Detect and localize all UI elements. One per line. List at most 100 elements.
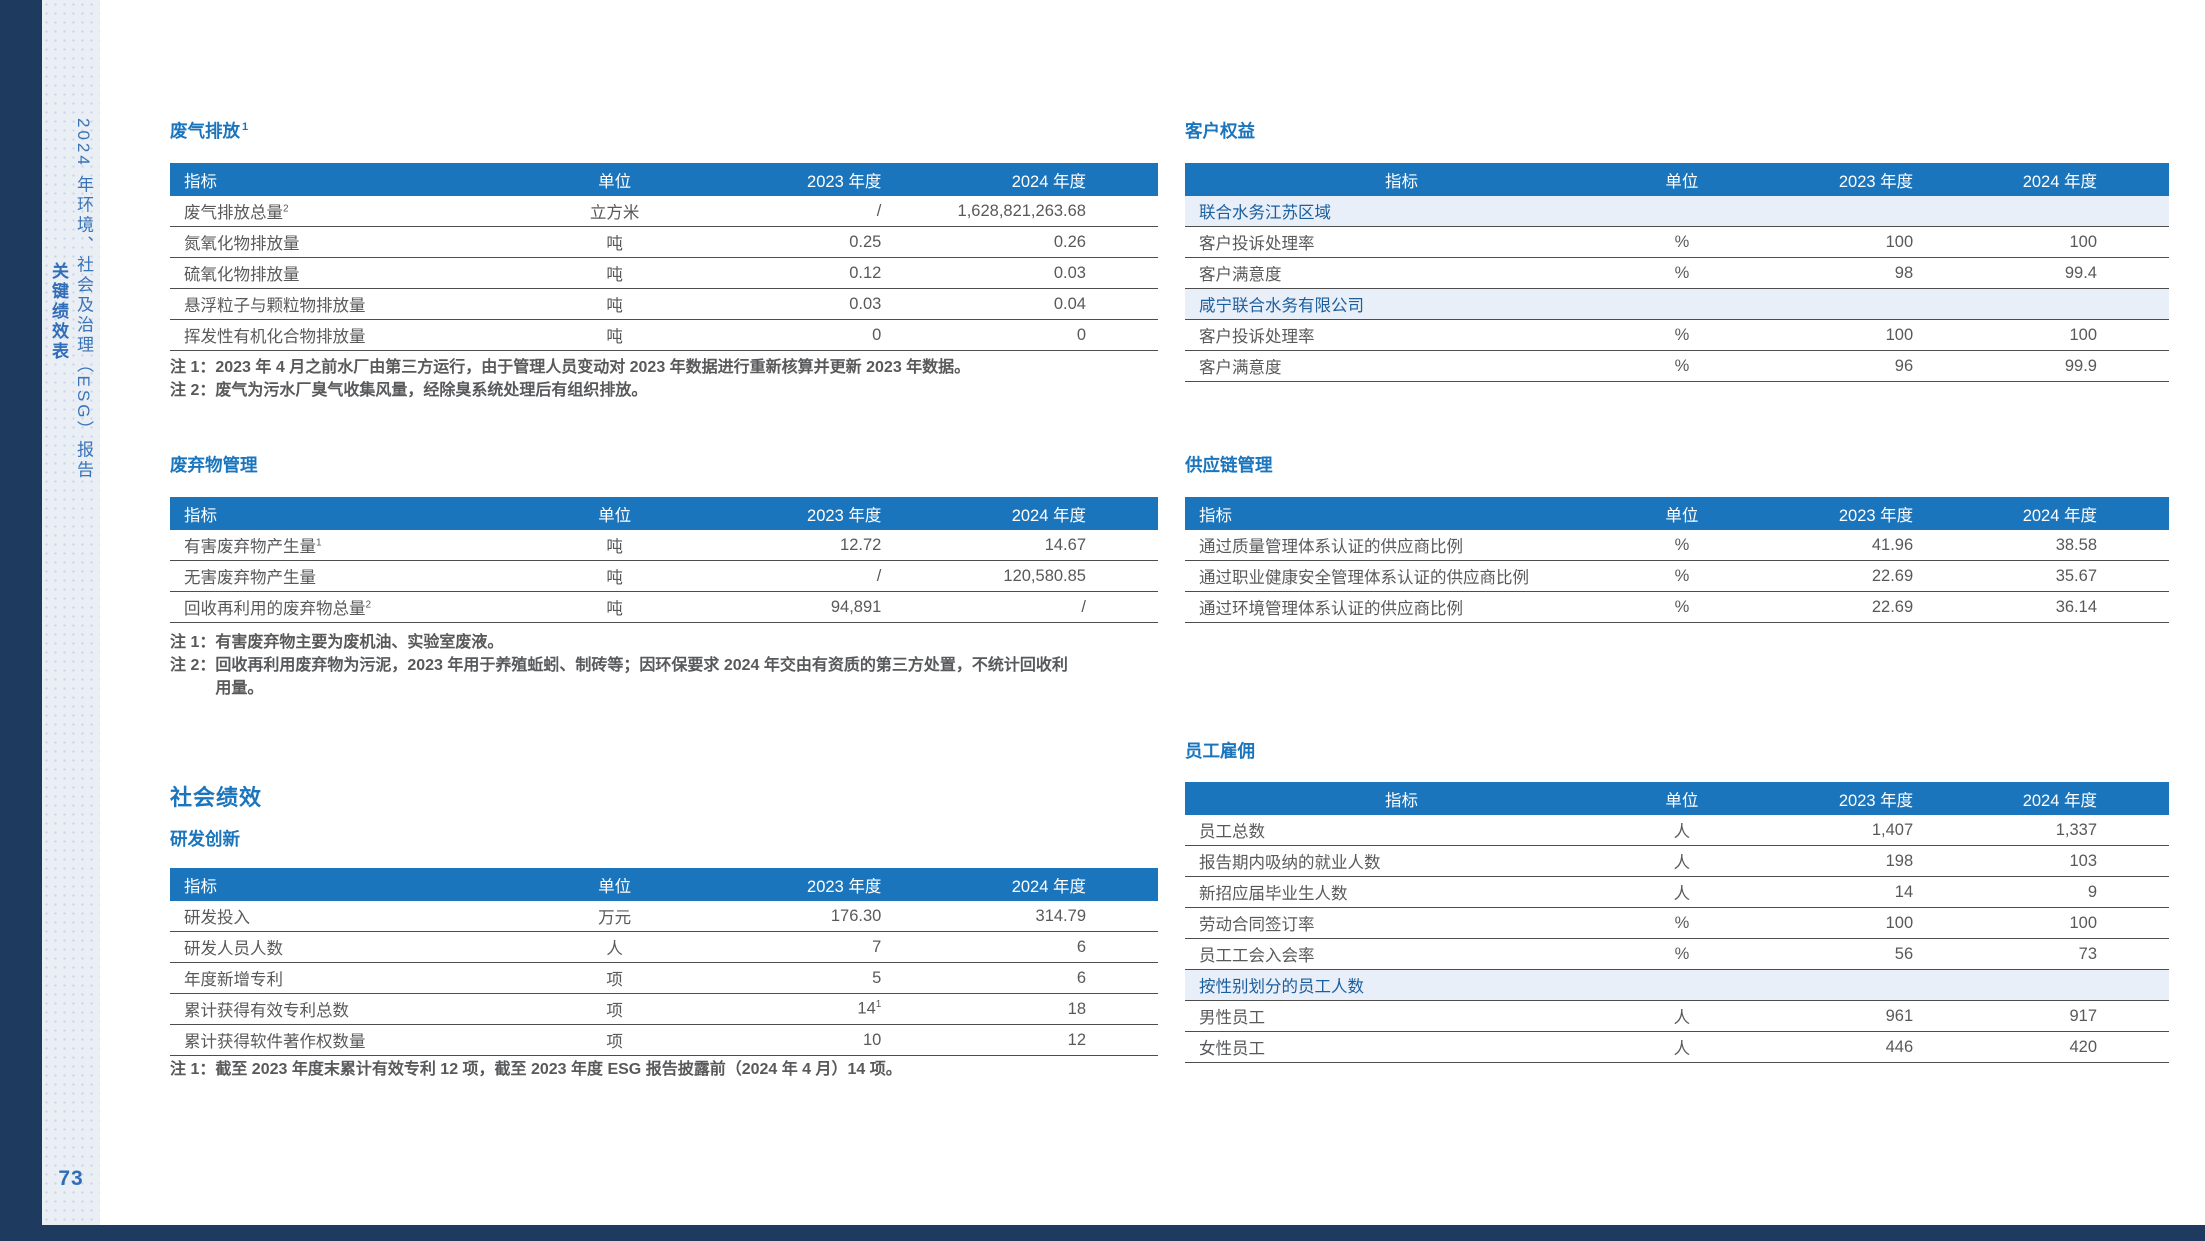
indicator-label: 挥发性有机化合物排放量 bbox=[184, 328, 366, 346]
column-header-unit: 单位 bbox=[545, 497, 684, 530]
note-label: 注 1： bbox=[170, 359, 216, 376]
column-header-unit: 单位 bbox=[545, 163, 684, 196]
value-2023: 5 bbox=[872, 968, 882, 987]
table-row: 客户满意度% 96 99.9 bbox=[1185, 350, 2169, 382]
note-label: 注 1： bbox=[170, 634, 216, 651]
value-2024-cell: 0.04 bbox=[881, 288, 1158, 320]
bottom-edge-bar bbox=[0, 1225, 2205, 1241]
unit-cell: 吨 bbox=[545, 257, 684, 289]
value-2024-cell: 38.58 bbox=[1913, 530, 2169, 561]
unit-cell: % bbox=[1617, 350, 1746, 382]
value-2023: 7 bbox=[872, 937, 882, 956]
column-header-unit: 单位 bbox=[1617, 163, 1746, 196]
indicator-label: 通过职业健康安全管理体系认证的供应商比例 bbox=[1199, 569, 1529, 587]
column-header-y2023: 2023 年度 bbox=[1745, 782, 1914, 815]
customer-table: 指标 单位 2023 年度 2024 年度 联合水务江苏区域 客户投诉处理率% 100 100… bbox=[1185, 163, 2169, 382]
column-header-y2023: 2023 年度 bbox=[683, 868, 882, 901]
social-performance-heading: 社会绩效 bbox=[170, 785, 263, 810]
value-2023: 56 bbox=[1894, 944, 1914, 963]
value-2023-cell: 5 bbox=[683, 962, 882, 994]
value-2023: 198 bbox=[1885, 851, 1914, 870]
unit-cell: 人 bbox=[1617, 1000, 1746, 1032]
value-2024-cell: 1,337 bbox=[1913, 815, 2169, 846]
unit-cell: 吨 bbox=[545, 530, 684, 561]
content-column-right: 客户权益 指标 单位 2023 年度 2024 年度 联合水务江苏区域 客户投诉处理率% 1… bbox=[1185, 0, 2169, 1241]
note: 注 2： 废气为污水厂臭气收集风量，经除臭系统处理后有组织排放。 bbox=[170, 379, 1075, 402]
value-2023-cell: 1,407 bbox=[1745, 815, 1914, 846]
indicator-label: 硫氧化物排放量 bbox=[184, 266, 300, 284]
value-2024-cell: 73 bbox=[1913, 938, 2169, 970]
indicator-label: 研发人员人数 bbox=[184, 940, 283, 958]
value-2023-cell: 961 bbox=[1745, 1000, 1914, 1032]
table-row: 悬浮粒子与颗粒物排放量 吨 0.03 0.04 bbox=[170, 288, 1158, 320]
waste-mgmt-table-wrap: 指标 单位 2023 年度 2024 年度 有害废弃物产生量1 吨 12.72 14.67 无害… bbox=[170, 497, 1158, 623]
table-row: 研发投入 万元 176.30 314.79 bbox=[170, 901, 1158, 932]
waste-gas-table-title: 废气排放 1 bbox=[170, 118, 1158, 143]
table-header-row: 指标 单位 2023 年度 2024 年度 bbox=[170, 497, 1158, 530]
employment-table: 指标 单位 2023 年度 2024 年度 员工总数人 1,407 1,337 报告期内吸纳的… bbox=[1185, 782, 2169, 1063]
column-header-indicator: 指标 bbox=[170, 163, 546, 196]
unit-cell: % bbox=[1617, 257, 1746, 289]
value-2023: / bbox=[876, 201, 882, 220]
waste-gas-title-text: 废气排放 bbox=[170, 121, 240, 141]
note-text: 回收再利用废弃物为污泥，2023 年用于养殖蚯蚓、制砖等；因环保要求 2024 … bbox=[215, 657, 1068, 698]
indicator-cell: 通过质量管理体系认证的供应商比例 bbox=[1185, 530, 1618, 561]
value-2024-cell: 6 bbox=[881, 962, 1158, 994]
value-2024-cell: 35.67 bbox=[1913, 560, 2169, 592]
indicator-label: 研发投入 bbox=[184, 909, 250, 927]
value-2024-cell: 420 bbox=[1913, 1031, 2169, 1063]
value-2023-cell: 12.72 bbox=[683, 530, 882, 561]
value-2023: 0 bbox=[872, 325, 882, 344]
column-header-unit: 单位 bbox=[1617, 497, 1746, 530]
value-2023-cell: / bbox=[683, 196, 882, 227]
indicator-label: 累计获得有效专利总数 bbox=[184, 1002, 349, 1020]
note-text: 2023 年 4 月之前水厂由第三方运行，由于管理人员变动对 2023 年数据进… bbox=[215, 359, 971, 376]
employment-table-wrap: 指标 单位 2023 年度 2024 年度 员工总数人 1,407 1,337 报告期内吸纳的… bbox=[1185, 782, 2169, 1063]
value-2023-cell: 56 bbox=[1745, 938, 1914, 970]
note-text: 有害废弃物主要为废机油、实验室废液。 bbox=[215, 634, 504, 651]
table-row: 报告期内吸纳的就业人数 人 198 103 bbox=[1185, 845, 2169, 877]
unit-cell: 吨 bbox=[545, 288, 684, 320]
column-header-y2023: 2023 年度 bbox=[683, 497, 882, 530]
column-header-y2024: 2024 年度 bbox=[1913, 782, 2169, 815]
value-2024-cell: 99.4 bbox=[1913, 257, 2169, 289]
table-row: 客户投诉处理率% 100 100 bbox=[1185, 319, 2169, 351]
value-2023: / bbox=[876, 566, 882, 585]
unit-cell: % bbox=[1617, 226, 1746, 258]
table-header-row: 指标 单位 2023 年度 2024 年度 bbox=[170, 163, 1158, 196]
value-2023-cell: 100 bbox=[1745, 907, 1914, 939]
table-row: 无害废弃物产生量 吨 /120,580.85 bbox=[170, 560, 1158, 592]
value-2024-cell: 100 bbox=[1913, 907, 2169, 939]
table-row: 劳动合同签订率% 100 100 bbox=[1185, 907, 2169, 939]
value-2024-cell: 99.9 bbox=[1913, 350, 2169, 382]
value-2024-cell: 0 bbox=[881, 319, 1158, 351]
value-2023: 98 bbox=[1894, 263, 1914, 282]
employment-table-title: 员工雇佣 bbox=[1185, 741, 1255, 761]
unit-cell: % bbox=[1617, 319, 1746, 351]
column-header-indicator: 指标 bbox=[1185, 782, 1618, 815]
value-2023: 0.03 bbox=[849, 294, 882, 313]
indicator-label: 客户满意度 bbox=[1199, 359, 1282, 377]
subheader-label: 咸宁联合水务有限公司 bbox=[1185, 288, 2169, 320]
unit-cell: % bbox=[1617, 938, 1746, 970]
value-2023-cell: 94,891 bbox=[683, 591, 882, 623]
table-row: 年度新增专利 项 5 6 bbox=[170, 962, 1158, 994]
indicator-superscript: 1 bbox=[316, 537, 322, 549]
value-2023: 1,407 bbox=[1871, 820, 1914, 839]
unit-cell: % bbox=[1617, 907, 1746, 939]
table-row: 新招应届毕业生人数 人 14 9 bbox=[1185, 876, 2169, 908]
value-2023-cell: 446 bbox=[1745, 1031, 1914, 1063]
column-header-y2024: 2024 年度 bbox=[1913, 497, 2169, 530]
unit-cell: 吨 bbox=[545, 560, 684, 592]
indicator-cell: 年度新增专利 bbox=[170, 962, 546, 994]
unit-cell: 立方米 bbox=[545, 196, 684, 227]
unit-cell: 人 bbox=[1617, 876, 1746, 908]
value-2023: 446 bbox=[1885, 1037, 1914, 1056]
indicator-superscript: 2 bbox=[283, 203, 289, 215]
value-superscript: 1 bbox=[875, 999, 882, 1011]
note: 注 1： 2023 年 4 月之前水厂由第三方运行，由于管理人员变动对 2023… bbox=[170, 356, 1075, 379]
value-2024-cell: 36.14 bbox=[1913, 591, 2169, 623]
table-row: 通过质量管理体系认证的供应商比例% 41.96 38.58 bbox=[1185, 530, 2169, 561]
subheader-label: 按性别划分的员工人数 bbox=[1185, 969, 2169, 1001]
indicator-cell: 报告期内吸纳的就业人数 bbox=[1185, 845, 1618, 877]
